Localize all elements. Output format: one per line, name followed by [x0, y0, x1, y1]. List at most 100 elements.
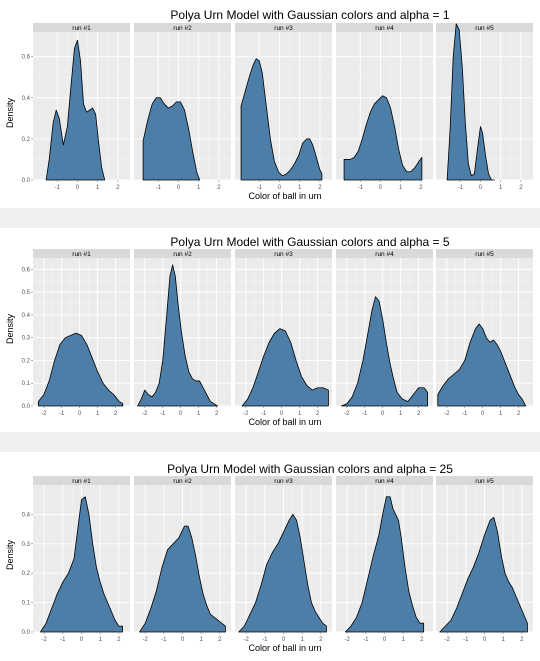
chart-title: Polya Urn Model with Gaussian colors and… — [170, 235, 449, 249]
density-area — [340, 296, 429, 407]
chart-3: Polya Urn Model with Gaussian colors and… — [5, 462, 533, 653]
y-tick-label: 0.6 — [22, 55, 31, 61]
facet-strip-label: run #3 — [274, 25, 293, 32]
x-tick-label: -2 — [445, 637, 451, 643]
x-tick-label: 2 — [215, 411, 219, 417]
x-tick-label: 0 — [483, 637, 487, 643]
x-tick-label: 1 — [399, 185, 403, 191]
facet-strip-label: run #2 — [173, 25, 192, 32]
x-tick-label: 0 — [80, 637, 84, 643]
x-tick-label: 0 — [76, 185, 80, 191]
x-tick-label: 1 — [98, 637, 102, 643]
y-tick-label: 0.0 — [22, 630, 31, 636]
facet-strip — [33, 249, 130, 258]
facet-panel: run #4 -1 0 1 2 — [336, 23, 433, 191]
x-tick-label: 0 — [379, 185, 383, 191]
facet-strip-label: run #4 — [375, 478, 394, 485]
facet-strip — [336, 249, 433, 258]
facet-strip — [436, 249, 533, 258]
chart-2: Polya Urn Model with Gaussian colors and… — [5, 235, 533, 427]
facet-panel: run #3 -2 -1 0 1 2 — [235, 249, 332, 417]
x-tick-label: 0 — [78, 411, 82, 417]
y-tick-label: 0.4 — [22, 96, 31, 102]
x-tick-label: 1 — [197, 411, 201, 417]
x-axis-label: Color of ball in urn — [248, 191, 321, 201]
x-tick-label: 2 — [520, 637, 524, 643]
facet-panel: run #4 -2 -1 0 1 2 — [336, 476, 433, 643]
x-tick-label: 0 — [383, 637, 387, 643]
x-tick-label: -1 — [161, 637, 167, 643]
x-tick-label: 2 — [318, 185, 322, 191]
density-area — [437, 323, 527, 407]
x-tick-label: 1 — [96, 185, 100, 191]
x-tick-label: 2 — [417, 411, 421, 417]
y-tick-label: 0.1 — [22, 601, 31, 607]
facet-strip — [436, 476, 533, 485]
density-area — [238, 514, 327, 633]
x-tick-label: 1 — [399, 411, 403, 417]
x-tick-label: 1 — [197, 185, 201, 191]
density-area — [439, 516, 528, 633]
facet-panel: run #2 -2 -1 0 1 2 — [134, 249, 231, 417]
facet-panel: run #5 -1 0 1 2 — [436, 23, 533, 191]
chart-title: Polya Urn Model with Gaussian colors and… — [170, 8, 449, 22]
x-tick-label: 0 — [181, 637, 185, 643]
x-tick-label: 2 — [319, 637, 323, 643]
x-tick-label: -1 — [59, 411, 65, 417]
x-axis-label: Color of ball in urn — [248, 643, 321, 653]
density-area — [37, 332, 124, 407]
facet-strip-label: run #5 — [475, 251, 494, 258]
density-area — [139, 525, 226, 633]
x-tick-label: 0 — [280, 411, 284, 417]
x-tick-label: 0 — [481, 411, 485, 417]
density-area — [45, 39, 106, 181]
density-area — [446, 23, 495, 181]
density-area — [343, 95, 423, 181]
separator-band — [0, 208, 540, 228]
density-area — [344, 496, 425, 633]
facet-panels: run #1 -2 -1 0 1 2 0.0 0.1 0.2 0.3 0.4 run #2 -2 -1 0 1… — [22, 476, 533, 643]
facet-strip — [33, 23, 130, 32]
facet-strip-label: run #1 — [72, 251, 91, 258]
x-tick-label: 2 — [517, 411, 521, 417]
facet-strip-label: run #1 — [72, 25, 91, 32]
facet-strip — [436, 23, 533, 32]
x-tick-label: 2 — [419, 185, 423, 191]
facet-strip — [134, 249, 231, 258]
facet-panel: run #3 -1 0 1 2 — [235, 23, 332, 191]
y-tick-label: 0.4 — [22, 313, 31, 319]
y-tick-label: 0.3 — [22, 542, 31, 548]
facet-panel: run #2 -1 0 1 2 — [134, 23, 231, 191]
x-tick-label: 1 — [298, 411, 302, 417]
facet-panel: run #5 -2 -1 0 1 2 — [436, 249, 533, 417]
facet-strip — [235, 23, 332, 32]
x-tick-label: 1 — [401, 637, 405, 643]
x-tick-label: -2 — [41, 411, 47, 417]
chart-1: Polya Urn Model with Gaussian colors and… — [5, 8, 533, 201]
x-tick-label: 0 — [381, 411, 385, 417]
x-tick-label: 1 — [298, 185, 302, 191]
facet-strip — [33, 476, 130, 485]
x-tick-label: -2 — [244, 637, 250, 643]
density-area — [40, 496, 123, 633]
facet-strip-label: run #4 — [375, 25, 394, 32]
x-tick-label: -1 — [60, 637, 66, 643]
chart-title: Polya Urn Model with Gaussian colors and… — [167, 462, 453, 476]
x-tick-label: -1 — [262, 637, 268, 643]
x-tick-label: -1 — [160, 411, 166, 417]
x-tick-label: -1 — [261, 411, 267, 417]
x-tick-label: 1 — [300, 637, 304, 643]
x-tick-label: -2 — [243, 411, 249, 417]
x-tick-label: 0 — [177, 185, 181, 191]
density-area — [142, 97, 201, 181]
facet-panel: run #5 -2 -1 0 1 2 — [436, 476, 533, 643]
x-tick-label: 1 — [499, 411, 503, 417]
x-tick-label: 1 — [499, 185, 503, 191]
x-tick-label: 2 — [316, 411, 320, 417]
x-tick-label: -2 — [344, 411, 350, 417]
y-axis-label: Density — [5, 313, 15, 344]
facet-strip-label: run #2 — [173, 478, 192, 485]
facet-panel: run #3 -2 -1 0 1 2 — [235, 476, 332, 643]
